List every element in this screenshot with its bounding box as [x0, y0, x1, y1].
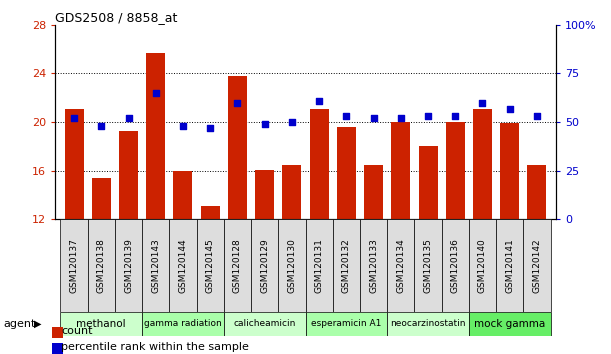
Text: GSM120141: GSM120141 — [505, 238, 514, 293]
Bar — [169, 219, 197, 312]
Point — [69, 115, 79, 121]
Bar — [306, 219, 333, 312]
Bar — [387, 219, 414, 312]
Bar — [500, 123, 519, 354]
Point — [314, 98, 324, 103]
Bar — [360, 219, 387, 312]
Text: GSM120133: GSM120133 — [369, 238, 378, 293]
Text: GSM120139: GSM120139 — [124, 238, 133, 293]
Text: GDS2508 / 8858_at: GDS2508 / 8858_at — [55, 11, 177, 24]
Bar — [60, 312, 142, 336]
Point — [123, 115, 133, 121]
Bar — [228, 76, 247, 354]
Text: GSM120137: GSM120137 — [70, 238, 79, 293]
Bar — [142, 219, 169, 312]
Bar — [60, 219, 87, 312]
Text: percentile rank within the sample: percentile rank within the sample — [61, 342, 249, 352]
Bar — [473, 109, 492, 354]
Bar — [469, 219, 496, 312]
Bar — [255, 170, 274, 354]
Point — [532, 113, 542, 119]
Text: GSM120128: GSM120128 — [233, 238, 242, 293]
Bar — [524, 219, 551, 312]
Bar — [197, 219, 224, 312]
Point — [423, 113, 433, 119]
Text: count: count — [61, 326, 93, 336]
Point — [478, 100, 488, 105]
Text: GSM120143: GSM120143 — [152, 238, 160, 293]
Point — [151, 90, 161, 96]
Text: mock gamma: mock gamma — [474, 319, 546, 329]
Text: GSM120142: GSM120142 — [532, 238, 541, 293]
Bar — [419, 147, 437, 354]
Bar — [200, 206, 220, 354]
Point — [342, 113, 351, 119]
Point — [97, 123, 106, 129]
Bar — [119, 131, 138, 354]
Point — [450, 113, 460, 119]
Text: neocarzinostatin: neocarzinostatin — [390, 319, 466, 329]
Point — [205, 125, 215, 131]
Text: GSM120135: GSM120135 — [423, 238, 433, 293]
Text: GSM120140: GSM120140 — [478, 238, 487, 293]
Point — [233, 100, 243, 105]
Bar — [469, 312, 551, 336]
Text: GSM120145: GSM120145 — [206, 238, 214, 293]
Bar — [146, 53, 165, 354]
Bar — [333, 219, 360, 312]
Bar — [251, 219, 278, 312]
Bar — [65, 109, 84, 354]
Text: GSM120144: GSM120144 — [178, 238, 188, 293]
Point — [260, 121, 269, 127]
Text: GSM120138: GSM120138 — [97, 238, 106, 293]
Point — [287, 119, 297, 125]
Bar — [142, 312, 224, 336]
Bar — [387, 312, 469, 336]
Text: GSM120132: GSM120132 — [342, 238, 351, 293]
Point — [505, 105, 514, 111]
Point — [178, 123, 188, 129]
Text: agent: agent — [3, 319, 35, 329]
Point — [396, 115, 406, 121]
Bar — [446, 122, 465, 354]
Text: methanol: methanol — [76, 319, 126, 329]
Text: gamma radiation: gamma radiation — [144, 319, 222, 329]
Text: GSM120131: GSM120131 — [315, 238, 324, 293]
Bar — [442, 219, 469, 312]
Point — [368, 115, 378, 121]
Bar — [278, 219, 306, 312]
Text: esperamicin A1: esperamicin A1 — [311, 319, 381, 329]
Text: GSM120136: GSM120136 — [451, 238, 459, 293]
Text: GSM120134: GSM120134 — [397, 238, 405, 293]
Bar — [174, 171, 192, 354]
Bar — [496, 219, 524, 312]
Text: GSM120129: GSM120129 — [260, 238, 269, 293]
Bar — [92, 178, 111, 354]
Bar — [115, 219, 142, 312]
Text: GSM120130: GSM120130 — [287, 238, 296, 293]
Bar — [87, 219, 115, 312]
Text: ▶: ▶ — [34, 319, 41, 329]
Bar — [306, 312, 387, 336]
Bar — [224, 219, 251, 312]
Bar — [391, 122, 411, 354]
Text: calicheamicin: calicheamicin — [233, 319, 296, 329]
Bar — [337, 127, 356, 354]
Bar — [224, 312, 306, 336]
Bar — [527, 165, 546, 354]
Bar — [282, 165, 301, 354]
Bar — [364, 165, 383, 354]
Bar — [414, 219, 442, 312]
Bar — [310, 109, 329, 354]
